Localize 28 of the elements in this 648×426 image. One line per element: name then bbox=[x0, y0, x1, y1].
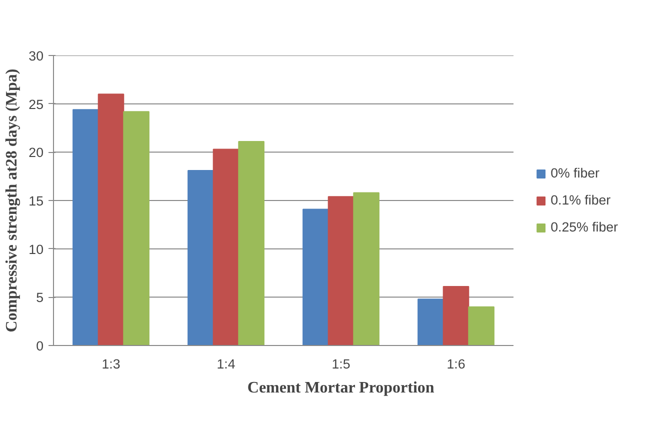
y-tick-label: 10 bbox=[28, 242, 44, 257]
y-tick-label: 0 bbox=[36, 338, 44, 354]
x-tick-label: 1:3 bbox=[102, 356, 120, 372]
bar bbox=[212, 148, 240, 346]
x-axis-title: Cement Mortar Proportion bbox=[247, 380, 434, 396]
y-tick-label: 20 bbox=[28, 145, 44, 160]
bar bbox=[353, 192, 380, 346]
y-tick-label: 30 bbox=[28, 48, 44, 64]
legend-label: 0.25% fiber bbox=[550, 220, 618, 234]
legend-label: 0.1% fiber bbox=[550, 192, 611, 208]
bar bbox=[442, 286, 470, 346]
bar bbox=[72, 109, 99, 346]
bar bbox=[328, 196, 354, 346]
bar bbox=[98, 94, 124, 346]
bar bbox=[302, 208, 329, 346]
x-tick-label: 1:5 bbox=[332, 356, 350, 372]
bar bbox=[188, 170, 214, 346]
y-tick-label: 5 bbox=[36, 290, 44, 306]
legend-label: 0% fiber bbox=[550, 166, 600, 180]
y-tick-label: 25 bbox=[28, 96, 44, 112]
x-tick-label: 1:6 bbox=[446, 356, 466, 372]
y-tick-label: 15 bbox=[28, 194, 44, 208]
bar bbox=[123, 111, 150, 346]
y-axis-title: Compressive strength at28 days (Mpa) bbox=[4, 68, 21, 332]
bar bbox=[468, 306, 494, 346]
bar bbox=[418, 298, 444, 346]
bar bbox=[238, 141, 264, 346]
x-tick-label: 1:4 bbox=[216, 356, 236, 372]
